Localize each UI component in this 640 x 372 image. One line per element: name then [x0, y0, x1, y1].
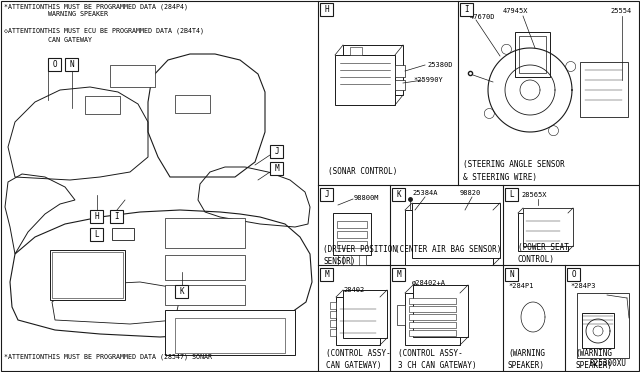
Bar	[409, 298, 456, 304]
Text: (WARNING: (WARNING	[575, 349, 612, 358]
Text: I: I	[464, 5, 469, 14]
Bar	[336, 297, 380, 345]
Bar	[405, 210, 493, 265]
Text: 28565X: 28565X	[521, 192, 547, 198]
Text: H: H	[324, 5, 329, 14]
Bar	[110, 210, 123, 223]
Text: (STEERING ANGLE SENSOR: (STEERING ANGLE SENSOR	[463, 160, 564, 169]
Text: 25380D: 25380D	[427, 62, 452, 68]
Text: L: L	[94, 230, 99, 239]
Bar	[413, 285, 468, 337]
Bar	[270, 162, 283, 175]
Text: CAN GATEWAY): CAN GATEWAY)	[326, 361, 381, 370]
Text: 28402: 28402	[343, 287, 364, 293]
Bar	[567, 268, 580, 281]
Text: (CONTROL ASSY-: (CONTROL ASSY-	[398, 349, 463, 358]
Text: O: O	[52, 60, 57, 69]
Bar	[90, 228, 103, 241]
Bar	[330, 320, 336, 327]
Bar	[409, 322, 456, 328]
Text: H: H	[94, 212, 99, 221]
Text: 25384A: 25384A	[412, 190, 438, 196]
Text: M: M	[396, 270, 401, 279]
Bar	[409, 330, 456, 336]
Bar	[270, 145, 283, 158]
Bar	[65, 58, 78, 71]
Bar	[85, 96, 120, 114]
Text: φ28402+A: φ28402+A	[412, 280, 446, 286]
Bar	[337, 221, 367, 228]
Text: (WARNING: (WARNING	[508, 349, 545, 358]
Bar	[175, 95, 210, 113]
Text: ◇ATTENTIONTHIS MUST ECU BE PROGRAMMED DATA (2B4T4)
           CAN GATEWAY: ◇ATTENTIONTHIS MUST ECU BE PROGRAMMED DA…	[4, 28, 204, 42]
Text: (POWER SEAT: (POWER SEAT	[518, 243, 569, 252]
Bar	[320, 3, 333, 16]
Bar	[350, 47, 362, 55]
Text: M: M	[274, 164, 279, 173]
Bar	[518, 213, 568, 251]
Bar	[392, 268, 405, 281]
Text: (SONAR CONTROL): (SONAR CONTROL)	[328, 167, 397, 176]
Bar	[505, 188, 518, 201]
Bar	[112, 228, 134, 240]
Bar	[337, 231, 367, 238]
Text: & STEERING WIRE): & STEERING WIRE)	[463, 173, 537, 182]
Text: K: K	[179, 287, 184, 296]
Text: 25554: 25554	[610, 8, 631, 14]
Bar	[523, 208, 573, 246]
Bar	[165, 285, 245, 305]
Bar	[397, 305, 405, 325]
Bar	[110, 65, 155, 87]
Text: L: L	[509, 190, 514, 199]
Bar	[165, 255, 245, 280]
Bar	[90, 210, 103, 223]
Text: *284P1: *284P1	[508, 283, 534, 289]
Text: M: M	[324, 270, 329, 279]
Bar	[52, 252, 123, 298]
Bar	[505, 268, 518, 281]
Bar	[395, 80, 405, 90]
Text: K: K	[396, 190, 401, 199]
Bar	[337, 241, 367, 248]
Bar	[330, 302, 336, 309]
Bar	[335, 55, 395, 105]
Text: SPEAKER): SPEAKER)	[575, 361, 612, 370]
Bar	[175, 285, 188, 298]
Text: (CONTROL ASSY-: (CONTROL ASSY-	[326, 349, 391, 358]
Text: *ATTENTIONTHIS MUST BE PROGRAMMED DATA (28547) SONAR: *ATTENTIONTHIS MUST BE PROGRAMMED DATA (…	[4, 354, 212, 360]
Bar	[330, 329, 336, 336]
Text: 98800M: 98800M	[354, 195, 380, 201]
Text: 98820: 98820	[460, 190, 481, 196]
Text: 47945X: 47945X	[503, 8, 529, 14]
Bar	[409, 306, 456, 312]
Text: J: J	[324, 190, 329, 199]
Bar	[48, 58, 61, 71]
Bar	[582, 313, 614, 348]
Text: N: N	[69, 60, 74, 69]
Bar	[343, 45, 403, 95]
Text: *25990Y: *25990Y	[413, 77, 443, 83]
Text: J: J	[274, 147, 279, 156]
Bar	[409, 314, 456, 320]
Text: 3 CH CAN GATEWAY): 3 CH CAN GATEWAY)	[398, 361, 477, 370]
Bar	[395, 65, 405, 77]
Bar	[412, 203, 500, 258]
Bar	[320, 268, 333, 281]
Bar	[338, 255, 366, 265]
Bar	[165, 218, 245, 248]
Bar	[50, 250, 125, 300]
Bar	[460, 3, 473, 16]
Text: SPEAKER): SPEAKER)	[508, 361, 545, 370]
Bar	[577, 293, 629, 358]
Text: CONTROL): CONTROL)	[518, 255, 555, 264]
Text: (CENTER AIR BAG SENSOR): (CENTER AIR BAG SENSOR)	[395, 245, 501, 254]
Bar	[175, 318, 285, 353]
Bar	[580, 62, 628, 117]
Bar	[330, 311, 336, 318]
Bar	[405, 293, 460, 345]
Text: N: N	[509, 270, 514, 279]
Text: SENSOR): SENSOR)	[323, 257, 355, 266]
Bar	[333, 213, 371, 255]
Text: O: O	[571, 270, 576, 279]
Bar	[392, 188, 405, 201]
